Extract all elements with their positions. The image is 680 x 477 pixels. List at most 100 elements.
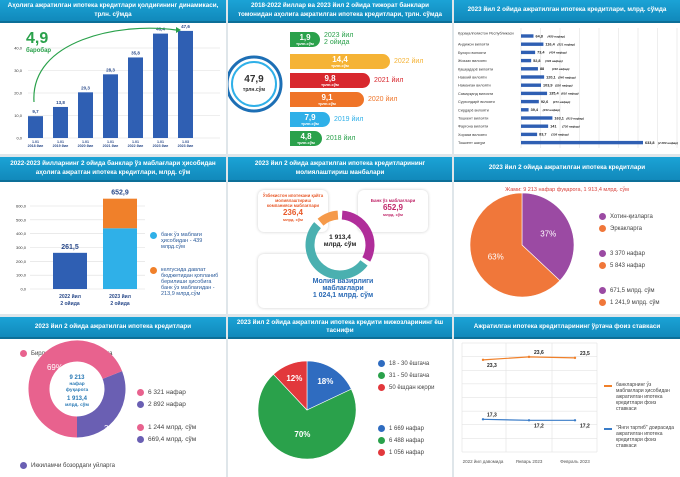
legend-swatch [599, 287, 606, 294]
legend-bank-own: банк ўз маблағи ҳисобидан - 439 млрд.сўм [150, 232, 222, 250]
panel-title: 2023 йил 2 ойида ажратилган ипотека кред… [454, 157, 680, 182]
legend-item: 1 669 нафар [378, 425, 424, 432]
region-label: Жиззах вилояти [458, 59, 487, 63]
legend-swatch [137, 436, 144, 443]
pie-slice [257, 373, 357, 460]
bar-value: 83,7 [539, 133, 546, 137]
donut-segment [317, 210, 339, 226]
legend-item: Хотин-қизларга [599, 213, 653, 220]
panel-age-split: 2023 йил 2 ойида ажратилган ипотека кред… [228, 317, 452, 477]
donut-segment [28, 340, 123, 438]
panel-bank-own-funds: 2022-2023 йилларнинг 2 ойида банклар ўз … [0, 157, 226, 314]
bar [521, 42, 544, 46]
x-tick-label: Февраль 2023 [560, 459, 590, 464]
bar [521, 67, 538, 71]
bar-count: (410 нафар) [552, 67, 569, 71]
bar-value: 633,8 [645, 141, 655, 145]
slice-label: 12% [286, 374, 302, 383]
bar-segment [103, 198, 137, 229]
panel-market-split: 2023 йил 2 ойида ажратилган ипотека кред… [0, 317, 226, 477]
legend-item: 5 843 нафар [599, 262, 645, 269]
donut-chart [305, 210, 375, 280]
year-bar: 1,9 трлн.сўм [290, 32, 320, 47]
donut-chart: 31% 69% [28, 340, 126, 438]
bar-count: (434 нафар) [549, 51, 566, 55]
arrow-head-icon [176, 27, 181, 33]
multiplier-value: 4,9 [26, 30, 49, 47]
pie-chart: 18% 70% 12% [257, 360, 357, 460]
year-bar: 14,4 трлн.сўм [290, 54, 390, 69]
y-tick-label: 200,0 [16, 259, 27, 264]
region-label: Фарғона вилояти [458, 125, 488, 129]
donut-segment [305, 222, 368, 280]
panel-title: Ажратилган ипотека кредитларининг ўртача… [454, 317, 680, 339]
bar-count: (304 нафар) [545, 59, 562, 63]
center-text: 1 913,4 [66, 395, 88, 402]
legend-swatch [599, 250, 606, 257]
legend-swatch [378, 372, 385, 379]
bar-value: 88 [540, 67, 544, 71]
bar [521, 116, 553, 120]
bar-count: (2 080 нафар) [658, 141, 678, 145]
x-tick-label: 2 ойида [60, 300, 80, 307]
bar-count: (243 нафар) [543, 108, 560, 112]
bar [28, 116, 43, 138]
legend-item: 2 892 нафар [137, 401, 186, 408]
x-tick-label: 1.01 2021 йил [102, 140, 119, 149]
year-bar: 4,8 трлн.сўм [290, 131, 322, 146]
horizontal-bar-chart: Қорақалпоғистон Республикаси 64,8 (450 наф… [458, 28, 678, 148]
x-tick-label: 1.01 2022 йил [127, 140, 144, 149]
panel-title: 2023 йил 2 ойида ажратилган ипотека кред… [228, 157, 452, 182]
bar-count: (520 нафар) [555, 84, 572, 88]
region-label: Сурхондарё вилояти [458, 100, 495, 104]
bar-chart: 0,0 10,0 20,0 30,0 40,0 9,7 13,8 20,3 28,3 35,8 46… [14, 24, 220, 141]
bar-value: 92,6 [541, 100, 548, 104]
panel-yearly-loans: 2018-2022 йиллар ва 2023 йил 2 ойида тиж… [228, 0, 452, 154]
bar-count: (610 нафар) [561, 92, 578, 96]
pie-slice [521, 192, 575, 282]
growth-arrow [33, 27, 177, 103]
year-label: 2019 йил [334, 116, 364, 123]
total-ring [228, 55, 283, 113]
legend-item: 669,4 млрд. сўм [137, 436, 196, 443]
slice-label: 70% [294, 430, 310, 439]
line-chart: 23,3 23,6 23,5 17,3 17,2 17,2 2022 йил давомид… [461, 342, 598, 464]
data-point [573, 419, 577, 422]
bar [521, 50, 536, 55]
bar [521, 132, 538, 137]
legend-swatch [137, 389, 144, 396]
y-tick-label: 40,0 [14, 46, 23, 51]
year-bar: 9,1 трлн.сўм [290, 92, 364, 107]
center-text: нафар [69, 382, 85, 388]
bar [153, 33, 168, 138]
legend-item: Эркакларга [599, 225, 642, 232]
bar [178, 30, 193, 138]
region-label: Самарқанд вилояти [458, 92, 493, 96]
bar-segment [103, 228, 137, 289]
bar [521, 75, 545, 79]
legend-swatch [137, 424, 144, 431]
y-tick-label: 600,0 [16, 204, 27, 209]
bar [103, 74, 118, 138]
bar [521, 58, 532, 63]
bar-total: 261,5 [61, 244, 79, 251]
legend-swatch [599, 299, 606, 306]
bar [78, 92, 93, 138]
bar [521, 140, 643, 145]
legend-swatch [599, 213, 606, 220]
legend-swatch [378, 449, 385, 456]
data-label: 23,3 [487, 363, 497, 369]
region-label: Сирдарё вилояти [458, 108, 489, 112]
panel-funding-sources: 2023 йил 2 ойида ажратилган ипотека кред… [228, 157, 452, 314]
data-label: 23,5 [580, 351, 590, 357]
legend-item: 1 056 нафар [378, 449, 424, 456]
card-bank-funds: Банк ўз маблағлари 652,9 млрд. сўм [358, 190, 428, 232]
data-point [527, 355, 531, 359]
center-text: фуқарога [65, 387, 89, 393]
bar-value: 39,4 [531, 108, 539, 112]
data-label: 17,2 [534, 423, 544, 429]
region-label: Тошкент вилояти [458, 117, 488, 121]
y-tick-label: 30,0 [14, 68, 23, 73]
year-label: 2022 йил [394, 58, 424, 65]
pie-slice [306, 360, 352, 411]
